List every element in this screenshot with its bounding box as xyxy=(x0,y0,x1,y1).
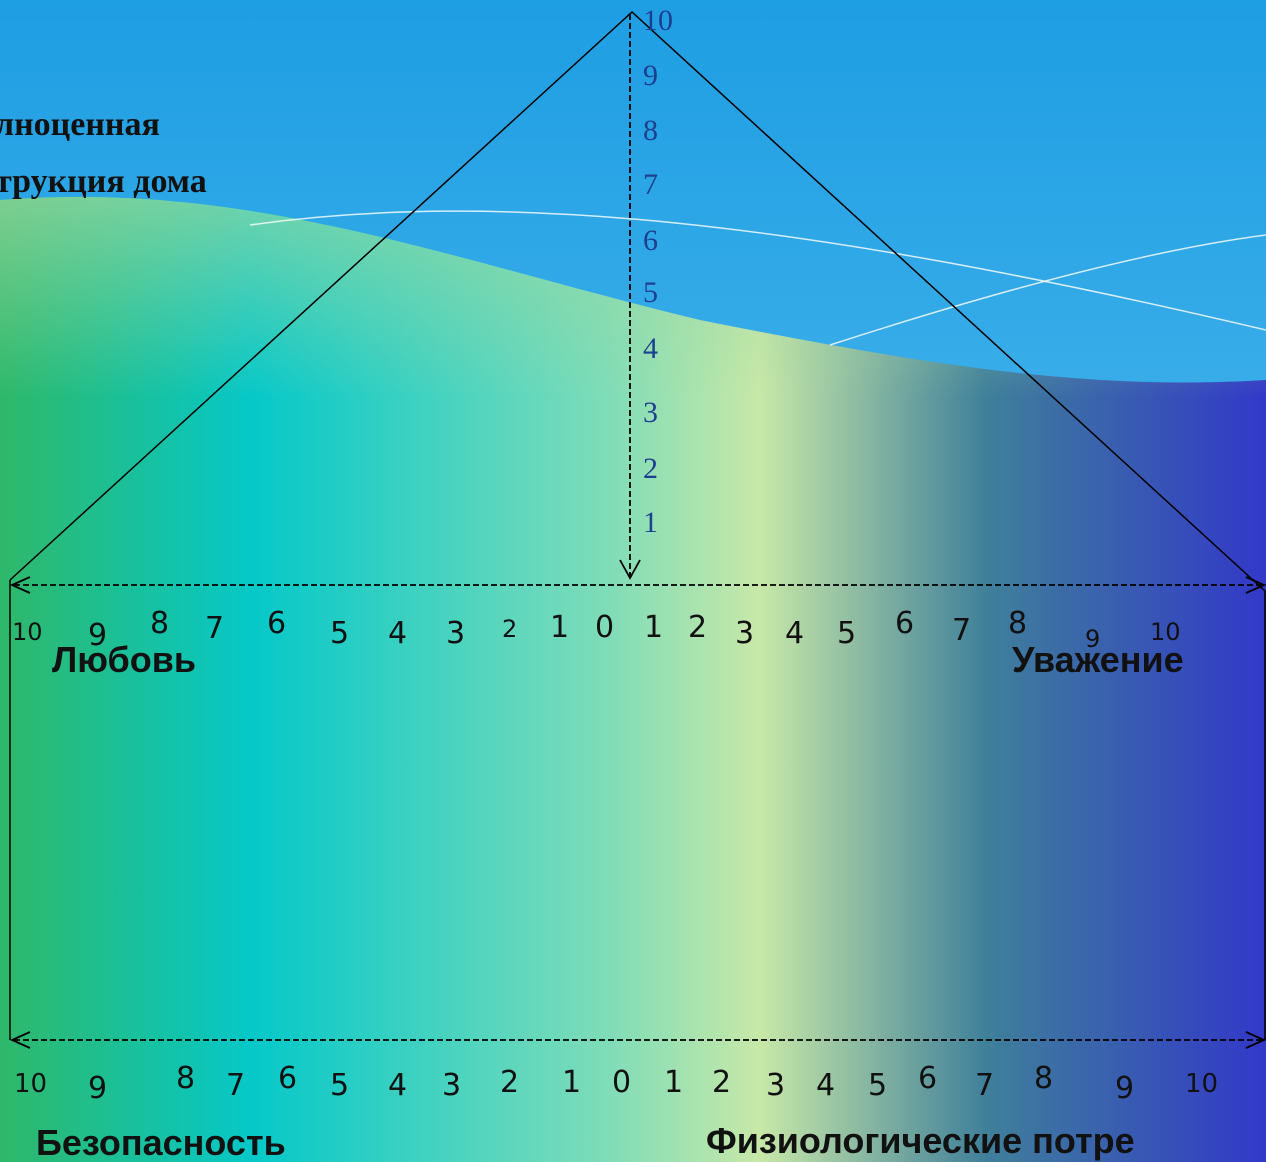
scale-number: 7 xyxy=(643,168,658,201)
ground-highlight xyxy=(0,196,1266,701)
title-line: лноценная xyxy=(0,106,160,143)
scale-number: 1 xyxy=(550,610,569,645)
wave-line xyxy=(829,234,1266,346)
scale-number: 10 xyxy=(12,618,43,646)
scale-number: 8 xyxy=(1008,606,1027,641)
house xyxy=(9,10,1266,1040)
scale-number: 4 xyxy=(816,1068,835,1103)
scale-number: 8 xyxy=(1034,1061,1053,1096)
roof xyxy=(9,10,1266,593)
scale-number: 1 xyxy=(664,1065,683,1100)
scale-number: 3 xyxy=(766,1068,785,1103)
scale-number: 2 xyxy=(502,615,517,643)
scale-number: 7 xyxy=(975,1068,994,1103)
scale-number: 6 xyxy=(278,1061,297,1096)
scale-number: 4 xyxy=(388,1068,407,1103)
label: Любовь xyxy=(52,639,196,680)
scale-number: 9 xyxy=(1115,1071,1134,1106)
scale-number: 3 xyxy=(735,616,754,651)
scale-number: 6 xyxy=(643,224,658,257)
scale-number: 6 xyxy=(267,606,286,641)
scale-number: 1 xyxy=(562,1065,581,1100)
scale-number: 3 xyxy=(442,1068,461,1103)
scale-number: 0 xyxy=(612,1065,631,1100)
scale-number: 2 xyxy=(688,610,707,645)
scale-number: 6 xyxy=(918,1061,937,1096)
scale-number: 5 xyxy=(868,1068,887,1103)
scale-number: 1 xyxy=(644,610,663,645)
scale-number: 10 xyxy=(1185,1069,1218,1099)
wave-line xyxy=(249,210,1266,331)
label: Уважение xyxy=(1012,639,1184,680)
scale-number: 2 xyxy=(500,1065,519,1100)
scale-number: 8 xyxy=(643,114,658,147)
scale-number: 2 xyxy=(712,1065,731,1100)
label: Безопасность xyxy=(36,1122,286,1162)
title-line: трукция дома xyxy=(0,163,207,200)
scale-number: 3 xyxy=(643,396,658,429)
scale-number: 8 xyxy=(150,606,169,641)
scale-number: 6 xyxy=(895,606,914,641)
scale-number: 1 xyxy=(643,506,658,539)
scale-number: 9 xyxy=(643,59,658,92)
scale-number: 10 xyxy=(14,1069,47,1099)
scale-number: 7 xyxy=(226,1068,245,1103)
scale-number: 4 xyxy=(643,332,658,365)
scale-number: 9 xyxy=(88,1071,107,1106)
scale-number: 2 xyxy=(643,452,658,485)
scale-number: 9 xyxy=(88,618,107,653)
scale-number: 5 xyxy=(837,616,856,651)
scale-number: 8 xyxy=(176,1061,195,1096)
axes xyxy=(14,14,1262,1041)
scale-number: 5 xyxy=(330,616,349,651)
scale-number: 5 xyxy=(330,1068,349,1103)
scale-number: 3 xyxy=(446,616,465,651)
scale-number: 7 xyxy=(205,611,224,646)
scale-number: 10 xyxy=(643,4,673,37)
scale-number: 10 xyxy=(1150,618,1181,646)
scale-number: 4 xyxy=(785,616,804,651)
scale-number: 0 xyxy=(595,610,614,645)
scale-number: 9 xyxy=(1085,625,1100,653)
arrowheads xyxy=(9,559,1266,1049)
scale-number: 7 xyxy=(952,613,971,648)
scale-number: 4 xyxy=(388,616,407,651)
scale-number: 5 xyxy=(643,276,658,309)
label: Физиологические потре xyxy=(706,1120,1135,1161)
